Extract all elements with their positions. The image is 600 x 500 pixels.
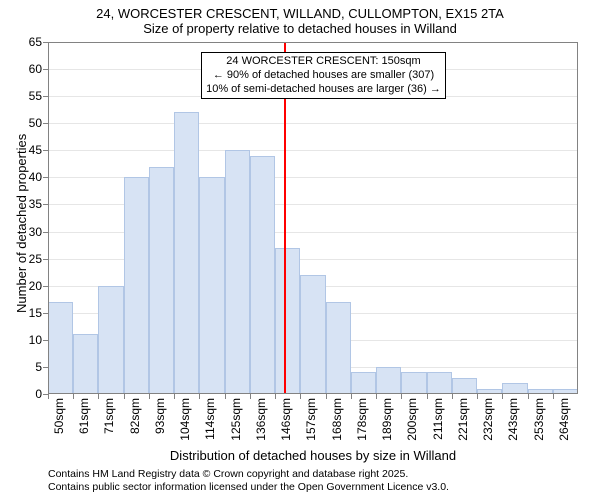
y-tick-label: 35 [29,197,48,211]
y-tick-label: 10 [29,333,48,347]
x-tick-label: 232sqm [481,398,495,441]
annotation-line: 24 WORCESTER CRESCENT: 150sqm [206,55,441,69]
axis-line-top [48,42,578,43]
histogram-bar [275,248,300,394]
attribution-line-2: Contains public sector information licen… [48,481,449,494]
x-tick-label: 125sqm [229,398,243,441]
x-tick-label: 93sqm [153,398,167,434]
axis-line-bottom [48,393,578,394]
histogram-bar [376,367,401,394]
histogram-bar [199,177,224,394]
histogram-bar [98,286,123,394]
x-axis-title: Distribution of detached houses by size … [48,448,578,463]
y-tick-label: 65 [29,35,48,49]
histogram-bar [174,112,199,394]
y-tick-label: 0 [35,387,48,401]
x-tick-mark [502,394,503,399]
histogram-bar [225,150,250,394]
x-tick-mark [553,394,554,399]
x-tick-label: 157sqm [304,398,318,441]
histogram-bar [250,156,275,394]
histogram-bar [149,167,174,394]
x-tick-mark [199,394,200,399]
annotation-line: 10% of semi-detached houses are larger (… [206,83,441,97]
grid-line [48,123,578,124]
x-tick-label: 71sqm [102,398,116,434]
x-tick-label: 253sqm [532,398,546,441]
annotation-line: ← 90% of detached houses are smaller (30… [206,69,441,83]
chart-root: 24, WORCESTER CRESCENT, WILLAND, CULLOMP… [0,0,600,500]
x-tick-mark [376,394,377,399]
plot-area: 0510152025303540455055606550sqm61sqm71sq… [48,42,578,394]
y-tick-label: 50 [29,116,48,130]
x-tick-mark [351,394,352,399]
x-tick-label: 82sqm [128,398,142,434]
x-tick-label: 61sqm [77,398,91,434]
histogram-bar [300,275,325,394]
x-tick-label: 200sqm [405,398,419,441]
histogram-bar [452,378,477,394]
x-tick-mark [528,394,529,399]
histogram-bar [427,372,452,394]
x-tick-label: 221sqm [456,398,470,441]
y-tick-label: 15 [29,306,48,320]
x-tick-label: 178sqm [355,398,369,441]
histogram-bar [401,372,426,394]
y-axis-title: Number of detached properties [14,134,29,313]
x-tick-mark [401,394,402,399]
y-tick-label: 40 [29,170,48,184]
y-tick-label: 30 [29,225,48,239]
x-tick-mark [48,394,49,399]
y-tick-label: 60 [29,62,48,76]
title-line-2: Size of property relative to detached ho… [0,21,600,36]
x-tick-mark [73,394,74,399]
annotation-box: 24 WORCESTER CRESCENT: 150sqm← 90% of de… [201,52,446,99]
x-tick-label: 146sqm [279,398,293,441]
title-block: 24, WORCESTER CRESCENT, WILLAND, CULLOMP… [0,0,600,36]
x-tick-mark [477,394,478,399]
x-tick-mark [250,394,251,399]
attribution-line-1: Contains HM Land Registry data © Crown c… [48,468,449,481]
x-tick-label: 243sqm [506,398,520,441]
attribution-block: Contains HM Land Registry data © Crown c… [48,468,449,494]
axis-line-right [577,42,578,394]
y-tick-label: 20 [29,279,48,293]
x-tick-label: 168sqm [330,398,344,441]
histogram-bar [326,302,351,394]
x-tick-mark [427,394,428,399]
x-tick-label: 114sqm [203,398,217,440]
histogram-bar [124,177,149,394]
x-tick-mark [300,394,301,399]
x-tick-label: 264sqm [557,398,571,441]
x-tick-mark [452,394,453,399]
grid-line [48,150,578,151]
histogram-bar [351,372,376,394]
y-tick-label: 45 [29,143,48,157]
x-tick-label: 104sqm [178,398,192,441]
x-tick-label: 50sqm [52,398,66,434]
x-tick-mark [149,394,150,399]
y-tick-label: 5 [35,360,48,374]
x-tick-mark [275,394,276,399]
y-tick-label: 25 [29,252,48,266]
x-tick-mark [225,394,226,399]
histogram-bar [48,302,73,394]
x-tick-label: 189sqm [380,398,394,441]
x-tick-label: 211sqm [431,398,445,440]
x-tick-mark [326,394,327,399]
y-tick-label: 55 [29,89,48,103]
x-tick-mark [174,394,175,399]
x-tick-label: 136sqm [254,398,268,441]
axis-line-left [48,42,49,394]
x-tick-mark [98,394,99,399]
title-line-1: 24, WORCESTER CRESCENT, WILLAND, CULLOMP… [0,6,600,21]
histogram-bar [73,334,98,394]
x-tick-mark [124,394,125,399]
